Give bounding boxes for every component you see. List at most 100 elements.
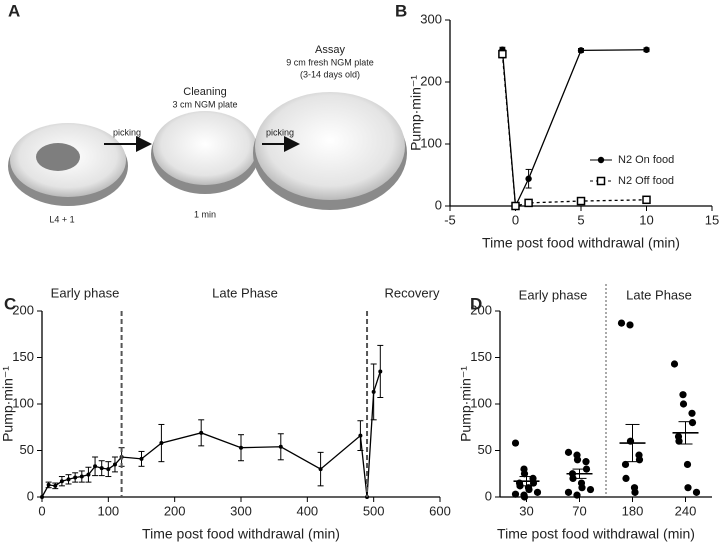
x-tick-label: 100 <box>97 503 119 518</box>
marker <box>66 477 71 482</box>
x-tick-label: 15 <box>705 212 719 227</box>
panel-label: A <box>8 1 20 20</box>
dot <box>617 319 626 327</box>
dot <box>520 493 529 501</box>
dot <box>582 458 590 466</box>
marker <box>159 441 164 446</box>
step-title: Assay <box>315 44 345 56</box>
x-tick-label: 600 <box>429 503 451 518</box>
y-tick-label: 0 <box>485 488 492 503</box>
legend-label: N2 Off food <box>618 175 674 187</box>
dot <box>573 491 581 499</box>
y-tick-label: 100 <box>12 395 34 410</box>
marker <box>239 445 243 450</box>
marker <box>358 433 363 438</box>
dot <box>679 400 688 408</box>
x-tick-label: 0 <box>512 212 519 227</box>
x-tick-label: 240 <box>675 503 697 518</box>
plate <box>153 111 257 185</box>
step-title: Cleaning <box>183 86 226 98</box>
panel-a: picking picking L4 + 1 Cleaning 3 cm NGM… <box>8 44 407 224</box>
dot <box>578 484 586 492</box>
marker <box>199 430 204 435</box>
dot <box>621 460 630 469</box>
dot <box>622 474 630 482</box>
caption: 1 min <box>194 209 216 219</box>
marker <box>106 467 111 472</box>
dot <box>675 437 683 445</box>
annotation: Late Phase <box>626 287 692 302</box>
step-subtitle: 3 cm NGM plate <box>172 99 237 109</box>
marker <box>59 479 64 484</box>
y-tick-label: 100 <box>470 395 492 410</box>
food-lawn <box>36 143 80 171</box>
marker <box>642 195 651 205</box>
marker <box>73 475 78 480</box>
y-tick-label: 0 <box>27 488 34 503</box>
y-axis-label: Pump·min⁻¹ <box>408 75 424 151</box>
panel-label: B <box>395 1 407 20</box>
y-tick-label: 100 <box>420 135 442 150</box>
line <box>501 54 647 207</box>
marker <box>525 175 532 182</box>
dot <box>564 448 573 456</box>
dot <box>586 485 595 494</box>
dot <box>683 460 692 469</box>
plate <box>255 92 405 200</box>
annotation: Early phase <box>51 285 120 300</box>
dot <box>626 321 634 329</box>
dot <box>631 488 639 496</box>
marker <box>576 196 586 206</box>
y-tick-label: 0 <box>435 197 442 212</box>
dot <box>635 456 644 464</box>
annotation: Late Phase <box>212 285 278 300</box>
dot <box>533 488 542 496</box>
legend-marker <box>596 176 606 186</box>
y-tick-label: 200 <box>470 302 492 317</box>
x-tick-label: 5 <box>577 212 584 227</box>
marker <box>511 201 520 211</box>
x-tick-label: 10 <box>639 212 653 227</box>
y-axis-label: Pump·min⁻¹ <box>458 366 474 442</box>
dot <box>511 490 520 498</box>
x-tick-label: 0 <box>38 503 45 518</box>
dot <box>692 488 701 496</box>
line <box>41 371 381 498</box>
dot <box>688 419 697 427</box>
dot <box>525 485 533 494</box>
marker <box>46 482 51 487</box>
step-subtitle: 9 cm fresh NGM plate <box>286 57 374 67</box>
marker <box>524 198 533 208</box>
marker <box>318 467 323 472</box>
marker <box>86 472 91 477</box>
y-axis-label: Pump·min⁻¹ <box>0 366 16 442</box>
x-axis-label: Time post food withdrawal (min) <box>497 526 695 542</box>
arrow-label: picking <box>266 127 294 137</box>
x-tick-label: 400 <box>296 503 318 518</box>
marker <box>93 464 98 469</box>
panel-label: D <box>470 294 482 313</box>
x-tick-label: 30 <box>519 503 533 518</box>
dot <box>511 439 520 447</box>
x-tick-label: -5 <box>444 212 456 227</box>
step-note: (3-14 days old) <box>300 69 360 79</box>
dot <box>684 484 692 492</box>
caption: L4 + 1 <box>49 214 74 224</box>
annotation: Recovery <box>385 285 440 300</box>
y-tick-label: 150 <box>470 349 492 364</box>
y-tick-label: 200 <box>420 73 442 88</box>
y-tick-label: 150 <box>12 349 34 364</box>
x-tick-label: 200 <box>164 503 186 518</box>
dot <box>520 470 529 478</box>
annotation: Early phase <box>519 287 588 302</box>
dot <box>573 456 582 464</box>
legend-label: N2 On food <box>618 154 674 166</box>
marker <box>112 462 117 467</box>
marker <box>378 369 383 374</box>
dot <box>670 360 679 368</box>
y-tick-label: 50 <box>478 442 492 457</box>
marker <box>577 47 585 54</box>
marker <box>40 495 44 499</box>
